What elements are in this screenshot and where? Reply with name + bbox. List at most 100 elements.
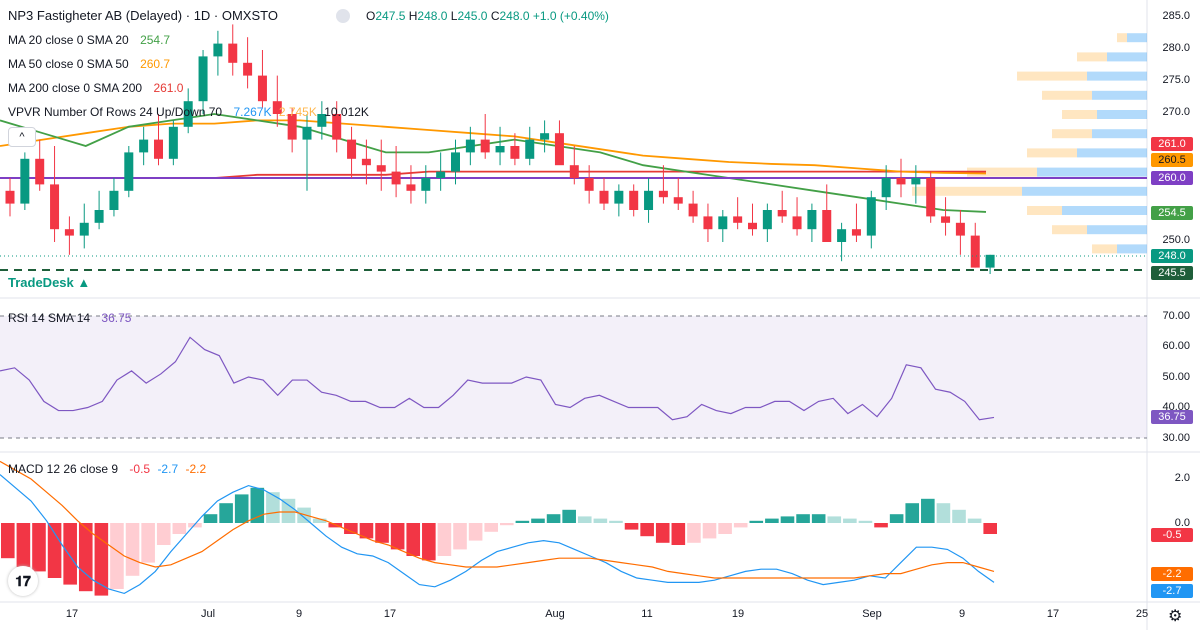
candle-body bbox=[941, 216, 951, 223]
macd-histogram-bar bbox=[266, 492, 280, 523]
ma20-label: MA 20 close 0 SMA 20 bbox=[8, 33, 129, 47]
macd-histogram-bar bbox=[156, 523, 171, 545]
volume-profile-down-bar bbox=[1117, 33, 1127, 43]
settings-gear-icon[interactable]: ⚙ bbox=[1168, 608, 1183, 625]
candle-body bbox=[64, 229, 74, 236]
price-tick: 270.0 bbox=[1162, 106, 1190, 118]
candle-body bbox=[198, 56, 208, 102]
price-tick: 285.0 bbox=[1162, 10, 1190, 22]
candle-body bbox=[837, 229, 847, 242]
macd-histogram-bar bbox=[780, 516, 795, 523]
ma50-price-tag: 260.5 bbox=[1151, 153, 1193, 167]
volume-profile-up-bar bbox=[1022, 186, 1147, 196]
vpvr-total-value: 10.012K bbox=[324, 105, 369, 119]
volume-profile-up-bar bbox=[1107, 52, 1147, 62]
rsi-value: 36.75 bbox=[101, 311, 132, 325]
vpvr-legend[interactable]: VPVR Number Of Rows 24 Up/Down 70 7.267K… bbox=[8, 105, 369, 119]
candle-body bbox=[94, 210, 104, 223]
candle-body bbox=[644, 190, 654, 210]
macd-histogram-bar bbox=[936, 503, 951, 523]
volume-profile-down-bar bbox=[1027, 148, 1077, 158]
macd-histogram-bar bbox=[32, 523, 46, 572]
market-status-icon[interactable] bbox=[336, 9, 350, 23]
candle-body bbox=[540, 133, 550, 140]
macd-histogram-bar bbox=[593, 518, 608, 523]
o-value: 247.5 bbox=[375, 9, 406, 23]
broker-name: TradeDesk bbox=[8, 275, 74, 290]
vpvr-up-value: 7.267K bbox=[233, 105, 272, 119]
ohlc-readout: O247.5 H248.0 L245.0 C248.0 +1.0 (+0.40%… bbox=[366, 9, 609, 23]
macd-histogram-bar bbox=[172, 523, 187, 534]
collapse-legend-button[interactable]: ^ bbox=[8, 127, 36, 147]
macd-histogram-bar bbox=[765, 518, 779, 523]
macd-histogram-bar bbox=[671, 523, 686, 545]
symbol-title[interactable]: NP3 Fastigheter AB (Delayed) · 1D · OMXS… bbox=[8, 9, 278, 23]
volume-profile-up-bar bbox=[1097, 110, 1147, 119]
candle-body bbox=[673, 197, 683, 204]
ma200-value: 261.0 bbox=[153, 81, 184, 95]
tradingview-logo-icon[interactable]: 𝟏𝟕 bbox=[8, 566, 38, 596]
macd-histogram-bar bbox=[624, 523, 639, 530]
volume-profile-up-bar bbox=[1087, 225, 1147, 235]
c-value: 248.0 bbox=[499, 9, 530, 23]
candle-body bbox=[688, 203, 698, 217]
time-tick: 9 bbox=[295, 608, 303, 620]
macd-histogram-bar bbox=[640, 523, 654, 537]
price-tick: 280.0 bbox=[1162, 42, 1190, 54]
candle-body bbox=[50, 184, 60, 230]
ma20-legend[interactable]: MA 20 close 0 SMA 20 254.7 bbox=[8, 33, 170, 47]
macd-histogram-bar bbox=[125, 523, 140, 576]
change-value: +1.0 (+0.40%) bbox=[532, 9, 609, 23]
candle-body bbox=[20, 158, 30, 204]
broker-label[interactable]: TradeDesk ▲ bbox=[8, 275, 90, 290]
rsi-label: RSI 14 SMA 14 bbox=[8, 311, 91, 325]
candle-body bbox=[480, 139, 490, 153]
candle-body bbox=[451, 152, 460, 172]
macd-label: MACD 12 26 close 9 bbox=[8, 462, 119, 476]
time-tick: Aug bbox=[545, 608, 565, 620]
macd-signal-value: -2.2 bbox=[185, 462, 207, 476]
macd-histogram-bar bbox=[390, 523, 405, 550]
volume-profile-down-bar bbox=[1027, 206, 1062, 215]
candle-body bbox=[629, 190, 639, 210]
macd-histogram-bar bbox=[94, 523, 109, 596]
moving-averages bbox=[0, 113, 1147, 213]
ma50-label: MA 50 close 0 SMA 50 bbox=[8, 57, 129, 71]
macd-histogram-bar bbox=[422, 523, 436, 561]
macd-chart bbox=[0, 460, 997, 596]
c-label: C bbox=[490, 9, 500, 23]
macd-histogram-bar bbox=[952, 509, 966, 523]
l-value: 245.0 bbox=[457, 9, 488, 23]
rsi-tick: 70.00 bbox=[1162, 310, 1190, 322]
candle-body bbox=[926, 178, 936, 217]
ma200-label: MA 200 close 0 SMA 200 bbox=[8, 81, 143, 95]
candle-body bbox=[985, 254, 995, 268]
vpvr-label: VPVR Number Of Rows 24 Up/Down 70 bbox=[8, 105, 223, 119]
macd-line bbox=[0, 474, 995, 595]
volume-profile-down-bar bbox=[1092, 244, 1117, 254]
macd-histogram-bar bbox=[219, 503, 233, 523]
ma200-legend[interactable]: MA 200 close 0 SMA 200 261.0 bbox=[8, 81, 183, 95]
volume-profile-down-bar bbox=[912, 186, 1022, 196]
candle-body bbox=[436, 171, 446, 178]
macd-histogram-bar bbox=[63, 523, 77, 585]
candle-body bbox=[5, 190, 15, 204]
candle-body bbox=[421, 178, 431, 191]
time-tick: Sep bbox=[862, 608, 882, 620]
macd-line-tag: -2.7 bbox=[1151, 584, 1193, 598]
l-label: L bbox=[450, 9, 458, 23]
macd-line-value: -2.7 bbox=[157, 462, 179, 476]
ma50-legend[interactable]: MA 50 close 0 SMA 50 260.7 bbox=[8, 57, 170, 71]
macd-histogram-bar bbox=[827, 516, 842, 523]
macd-histogram-bar bbox=[375, 523, 389, 543]
macd-legend[interactable]: MACD 12 26 close 9 -0.5 -2.7 -2.2 bbox=[8, 462, 206, 476]
rsi-legend[interactable]: RSI 14 SMA 14 36.75 bbox=[8, 311, 131, 325]
candle-body bbox=[376, 165, 386, 172]
macd-histogram-bar bbox=[687, 523, 701, 543]
volume-profile-down-bar bbox=[1017, 71, 1087, 81]
h-label: H bbox=[408, 9, 418, 23]
rsi-band bbox=[0, 316, 1147, 438]
volume-profile-up-bar bbox=[1092, 90, 1147, 100]
volume-profile-up-bar bbox=[1087, 71, 1147, 81]
